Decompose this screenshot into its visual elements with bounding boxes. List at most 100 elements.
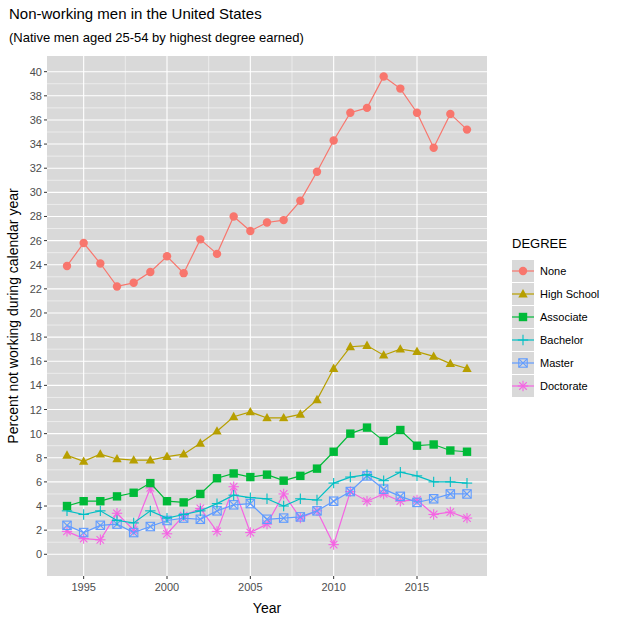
x-tick-label: 2000 [155, 581, 179, 593]
grid-line [47, 240, 487, 241]
legend-marker [518, 381, 528, 391]
marker-part [296, 513, 304, 521]
point [446, 446, 454, 454]
marker-part [463, 490, 471, 498]
x-tick-label: 1995 [71, 581, 95, 593]
point [328, 539, 338, 549]
marker-part [429, 143, 437, 151]
marker-part [229, 501, 237, 509]
point [212, 426, 221, 434]
grid-line [47, 481, 487, 482]
y-axis-label: Percent not working during calendar year [5, 188, 21, 444]
point [379, 72, 387, 80]
point [428, 509, 438, 519]
marker-part [316, 495, 317, 505]
minor-grid-line [47, 542, 487, 543]
point [296, 472, 304, 480]
marker-part [330, 541, 337, 548]
marker-part [262, 413, 271, 421]
point [329, 497, 337, 505]
marker-part [80, 535, 87, 542]
point [96, 521, 104, 529]
point [96, 497, 104, 505]
marker-part [179, 269, 187, 277]
point [312, 395, 321, 403]
point [128, 518, 138, 528]
point [263, 515, 271, 523]
marker-part [63, 528, 70, 535]
point [129, 279, 137, 287]
legend-key [512, 375, 534, 397]
marker-part [296, 409, 305, 417]
marker-part [430, 511, 437, 518]
point [395, 467, 405, 477]
marker-part [466, 478, 467, 488]
point [96, 259, 104, 267]
point [196, 490, 204, 498]
marker-part [379, 485, 387, 493]
point [245, 527, 255, 537]
series-line [67, 487, 467, 545]
grid-line [47, 168, 487, 169]
marker-part [329, 497, 337, 505]
legend-label: Master [540, 357, 574, 369]
marker-part [62, 450, 71, 458]
marker-part [113, 282, 121, 290]
point [362, 496, 372, 506]
marker-part [446, 490, 454, 498]
y-tick-label: 0 [36, 548, 42, 560]
y-tick-label: 24 [30, 259, 42, 271]
y-tick [44, 481, 47, 482]
legend-key [512, 283, 534, 305]
marker-part [129, 528, 137, 536]
point [363, 423, 371, 431]
point [63, 502, 71, 510]
point [162, 513, 172, 523]
title: Non-working men in the United States [9, 5, 262, 22]
grid-line [47, 95, 487, 96]
marker-part [396, 84, 404, 92]
point [79, 528, 87, 536]
marker-part [263, 515, 271, 523]
y-tick [44, 216, 47, 217]
y-tick-label: 40 [30, 66, 42, 78]
marker-part [313, 507, 320, 514]
y-tick [44, 337, 47, 338]
legend-marker [519, 313, 527, 321]
point [279, 413, 288, 421]
y-tick-label: 34 [30, 138, 42, 150]
marker-part [413, 498, 421, 506]
marker-part [347, 488, 354, 495]
series-line [67, 472, 467, 523]
marker-part [346, 109, 354, 117]
point [412, 347, 421, 355]
point [78, 509, 88, 519]
point [428, 477, 438, 487]
marker-part [413, 498, 421, 506]
point [63, 262, 71, 270]
marker-part [146, 479, 154, 487]
marker-part [146, 522, 154, 530]
marker-part [247, 529, 254, 536]
marker-part [446, 110, 454, 118]
point [112, 454, 121, 462]
marker-part [96, 259, 104, 267]
marker-part [129, 528, 137, 536]
point [279, 216, 287, 224]
minor-grid-line [47, 349, 487, 350]
legend-marker [518, 335, 528, 345]
point [212, 498, 222, 508]
marker-part [347, 488, 354, 495]
marker-part [129, 455, 138, 463]
marker-part [263, 218, 271, 226]
marker-part [433, 477, 434, 487]
marker-part [416, 471, 417, 481]
series [63, 472, 471, 537]
marker-part [379, 485, 387, 493]
marker-part [312, 395, 321, 403]
y-tick [44, 361, 47, 362]
legend-label: Associate [540, 311, 588, 323]
point [413, 441, 421, 449]
grid-line [47, 554, 487, 555]
grid-line [47, 433, 487, 434]
